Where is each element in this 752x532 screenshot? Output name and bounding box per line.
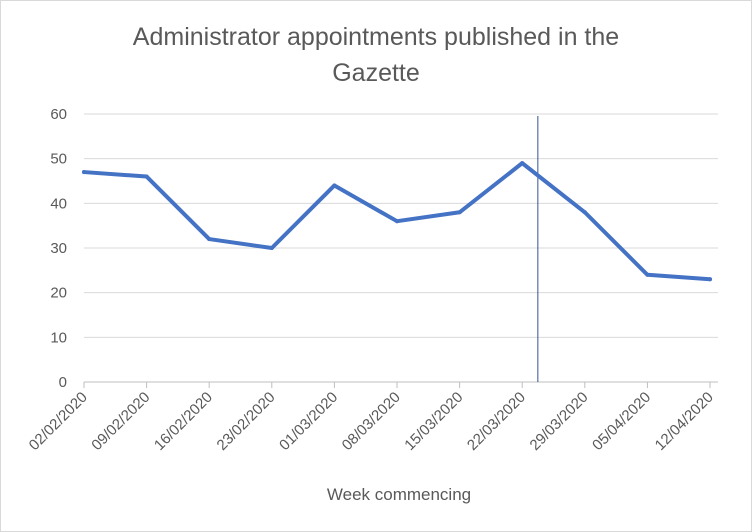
chart-title-line-2: Gazette [332,59,420,87]
x-tick-label: 12/04/2020 [652,389,717,454]
x-tick-label: 15/03/2020 [401,389,466,454]
y-tick-label: 0 [59,374,67,391]
series-layer [82,161,712,282]
y-tick-label: 30 [50,240,67,257]
y-tick-label: 10 [50,329,67,346]
x-tick-label: 29/03/2020 [527,389,592,454]
x-axis-title: Week commencing [327,485,471,504]
data-point [207,237,212,242]
x-tick-label: 09/02/2020 [88,389,153,454]
x-tick-label: 01/03/2020 [276,389,341,454]
y-tick-label: 20 [50,285,67,302]
y-tick-label: 40 [50,195,67,212]
data-point [520,161,525,166]
x-tick-labels: 02/02/202009/02/202016/02/202023/02/2020… [26,389,717,454]
gridlines [84,113,718,338]
y-tick-label: 60 [50,106,67,123]
y-tick-labels: 0 10 20 30 40 50 60 [50,106,67,391]
data-point [395,219,399,224]
x-tick-label: 16/02/2020 [151,389,216,454]
data-point [332,183,337,188]
data-point [582,210,587,215]
x-tick-label: 08/03/2020 [339,389,404,454]
axes [83,381,718,388]
x-tick-label: 02/02/2020 [26,389,91,454]
chart-title-line-1: Administrator appointments published in … [133,23,619,51]
data-point [457,210,462,215]
data-point [269,246,274,250]
y-tick-label: 50 [50,151,67,168]
data-point [82,170,86,175]
data-point [144,174,149,179]
data-point [708,277,712,282]
x-tick-label: 22/03/2020 [464,389,529,454]
x-tick-label: 05/04/2020 [589,389,654,454]
data-point [645,272,650,277]
x-tick-label: 23/02/2020 [214,389,279,454]
